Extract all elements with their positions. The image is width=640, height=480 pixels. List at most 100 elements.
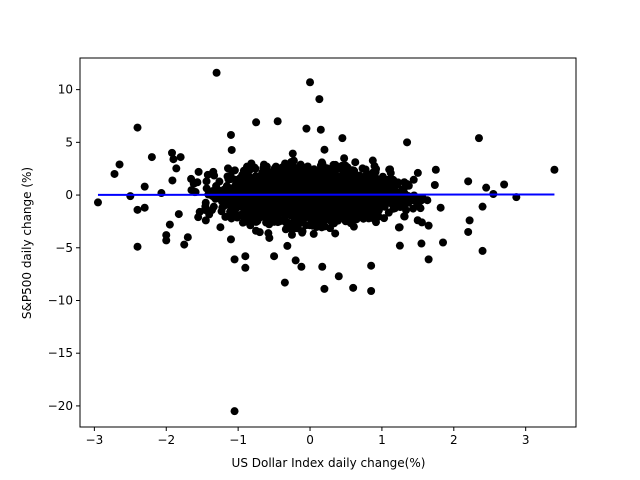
scatter-point [270,164,279,173]
y-tick-label: −15 [48,346,73,360]
y-axis-label: S&P500 daily change (%) [20,167,34,319]
scatter-point [262,175,271,184]
scatter-point [174,210,183,219]
scatter-point [400,212,409,221]
scatter-point [219,197,228,206]
scatter-point [288,149,297,158]
x-tick-label: 3 [522,433,530,447]
scatter-point [162,236,171,245]
svg-text:S&P500 daily change (%): S&P500 daily change (%) [20,167,34,319]
scatter-point [287,230,296,239]
scatter-point [347,167,356,176]
scatter-point [227,145,236,154]
scatter-point [165,220,174,229]
x-tick-label: 0 [306,433,314,447]
plot-frame [79,57,577,428]
scatter-point [249,174,258,183]
scatter-point [295,175,304,184]
scatter-point [226,235,235,244]
scatter-point [228,167,237,176]
scatter-point [270,252,279,261]
scatter-point [306,78,315,87]
scatter-point [478,246,487,255]
scatter-point [212,182,221,191]
x-tick-label: 1 [378,433,386,447]
scatter-point [409,175,418,184]
scatter-point [140,203,149,212]
scatter-point [403,138,412,147]
scatter-point [332,162,341,171]
x-axis-ticks: −3 −2 −1 0 1 2 3 [86,427,530,447]
scatter-point [201,198,210,207]
y-axis-ticks: −20 −15 −10 −5 0 5 10 [48,83,80,413]
scatter-point [305,202,314,211]
scatter-point [243,212,252,221]
scatter-point [319,185,328,194]
scatter-point [280,196,289,205]
scatter-point [500,180,509,189]
scatter-point [241,252,250,261]
scatter-point [226,202,235,211]
scatter-point [187,186,196,195]
scatter-point [316,165,325,174]
scatter-point [436,203,445,212]
scatter-point [327,204,336,213]
scatter-point [281,225,290,234]
scatter-point [298,163,307,172]
scatter-point [267,192,276,201]
scatter-point [157,189,166,198]
scatter-point [273,117,282,126]
y-tick-label: 5 [65,135,73,149]
scatter-point [338,134,347,143]
scatter-point [205,210,214,219]
scatter-point [176,153,185,162]
scatter-point [168,176,177,185]
scatter-point [288,159,297,168]
scatter-point [222,181,231,190]
scatter-point [285,219,294,228]
scatter-point [358,164,367,173]
scatter-point [384,195,393,204]
x-axis-label: US Dollar Index daily change(%) [232,456,426,470]
scatter-point [241,263,250,272]
scatter-point [302,124,311,133]
scatter-point [431,165,440,174]
scatter-point [259,160,268,169]
scatter-point [212,68,221,77]
scatter-point [291,256,300,265]
scatter-point [260,188,269,197]
scatter-point [464,177,473,186]
scatter-point [323,199,332,208]
scatter-point [249,207,258,216]
scatter-point [402,206,411,215]
scatter-point [403,180,412,189]
x-tick-label: −2 [157,433,175,447]
scatter-point [297,215,306,224]
scatter-point [275,181,284,190]
scatter-point [252,118,261,127]
scatter-point [226,130,235,139]
scatter-point [245,165,254,174]
y-tick-label: 10 [58,83,73,97]
scatter-point [369,214,378,223]
scatter-point [318,262,327,271]
scatter-point [133,242,142,251]
scatter-point [266,211,275,220]
scatter-point [227,173,236,182]
scatter-points-outliers [93,68,559,416]
scatter-point [474,134,483,143]
scatter-point [140,182,149,191]
scatter-point [133,205,142,214]
scatter-point [384,175,393,184]
scatter-point [404,191,413,200]
scatter-point [357,207,366,216]
scatter-point [226,211,235,220]
scatter-point [209,202,218,211]
svg-text:US Dollar Index daily change(%: US Dollar Index daily change(%) [232,456,426,470]
scatter-point [169,155,178,164]
scatter-point [210,171,219,180]
scatter-point [180,240,189,249]
scatter-point [283,241,292,250]
scatter-point [147,153,156,162]
